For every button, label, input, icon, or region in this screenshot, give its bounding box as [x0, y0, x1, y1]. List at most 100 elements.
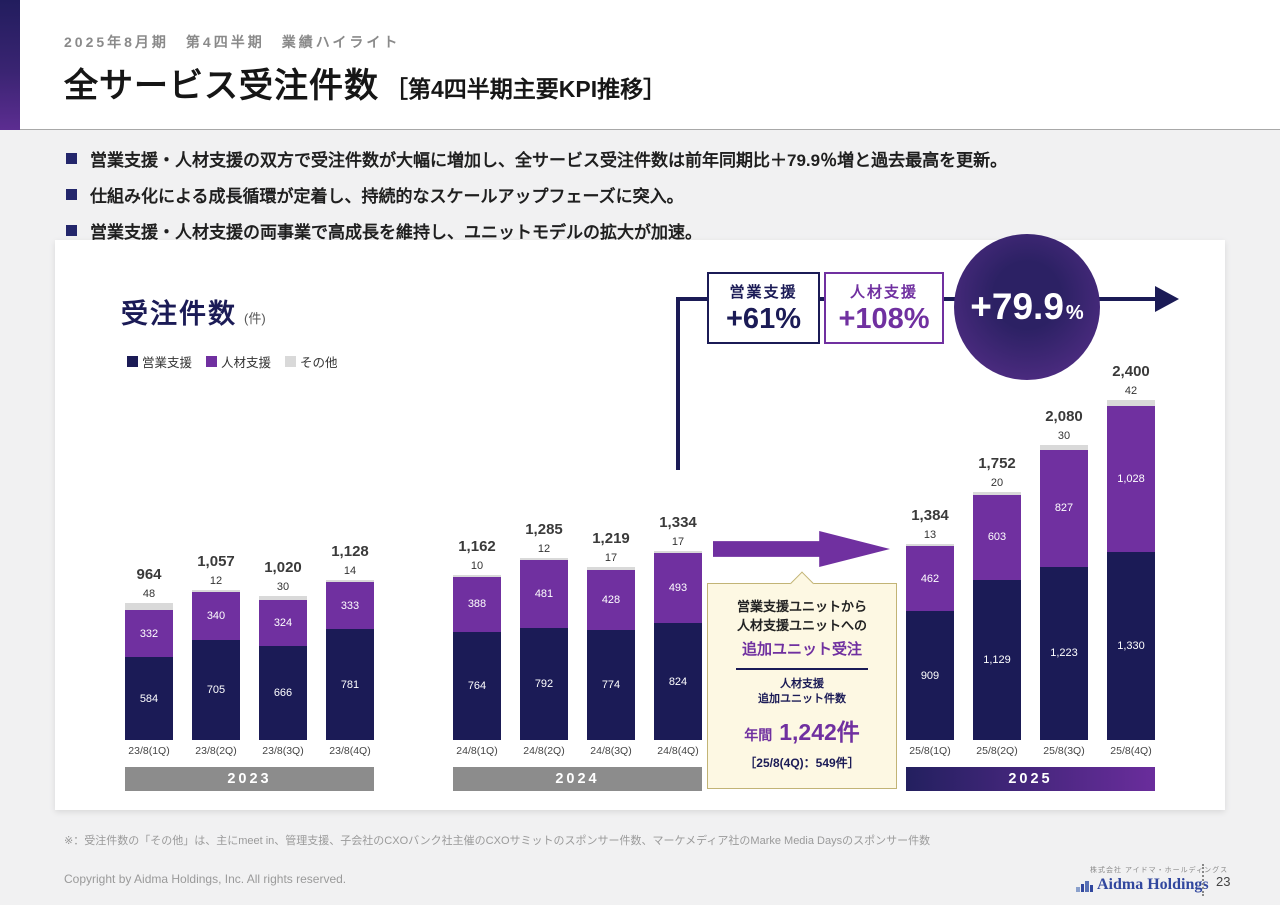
copyright-text: Copyright by Aidma Holdings, Inc. All ri…	[64, 872, 347, 886]
year-band-2023: 2023	[125, 767, 374, 791]
bar-segment-hr: 603	[973, 494, 1021, 581]
bar-segment-sales: 774	[587, 630, 635, 740]
chart-legend: 営業支援 人材支援 その他	[127, 352, 338, 371]
annotation-sub1: 人材支援	[780, 678, 824, 690]
legend-label: 営業支援	[142, 356, 193, 370]
bar-segment-sales: 1,223	[1040, 566, 1088, 740]
bar-23/8(4Q): 1,128 14 333 781 23/8(4Q)	[326, 543, 374, 758]
x-axis-label: 23/8(1Q)	[128, 745, 170, 757]
x-axis-label: 24/8(4Q)	[657, 745, 699, 757]
bar-other-value-label: 17	[604, 552, 618, 565]
x-axis-label: 23/8(4Q)	[329, 745, 371, 757]
company-logo-small-text: 株式会社 アイドマ・ホールディングス	[1090, 867, 1229, 874]
bar-group-2023: 964 48 332 584 23/8(1Q) 1,057 12 340 705 23/8(2Q)…	[125, 543, 374, 758]
bar-other-value-label: 12	[537, 542, 551, 555]
company-logo-row: Aidma Holdings	[1076, 876, 1209, 894]
bar-segment-hr: 428	[587, 569, 635, 631]
bar-segment-other	[654, 551, 702, 554]
bar-total-label: 2,400	[1112, 363, 1150, 381]
bar-total-label: 964	[136, 566, 162, 584]
summary-bullets: 営業支援・人材支援の双方で受注件数が大幅に増加し、全サービス受注件数は前年同期比…	[66, 146, 1007, 254]
bar-other-value-label: 30	[276, 580, 290, 593]
company-logo: 株式会社 アイドマ・ホールディングス Aidma Holdings	[1076, 865, 1228, 894]
bullet-item: 仕組み化による成長循環が定着し、持続的なスケールアップフェーズに突入。	[66, 182, 1007, 207]
bar-segment-sales: 781	[326, 629, 374, 740]
legend-label: 人材支援	[221, 356, 272, 370]
total-growth-suffix: %	[1065, 301, 1084, 324]
x-axis-label: 24/8(3Q)	[590, 745, 632, 757]
bar-segment-hr: 827	[1040, 449, 1088, 567]
chart-title: 受注件数	[121, 299, 237, 329]
x-axis-label: 25/8(4Q)	[1110, 745, 1152, 757]
bar-other-value-label: 42	[1124, 385, 1138, 398]
eyebrow-text: 2025年8月期 第4四半期 業績ハイライト	[64, 34, 401, 50]
callout-hr-value: +108%	[838, 302, 930, 335]
bar-segment-hr: 1,028	[1107, 405, 1155, 552]
header: 2025年8月期 第4四半期 業績ハイライト 全サービス受注件数 ［第4四半期主…	[0, 0, 1280, 130]
footnote: ※：受注件数の「その他」は、主にmeet in、管理支援、子会社のCXOバンク社…	[64, 835, 931, 847]
bar-segment-hr: 324	[259, 599, 307, 646]
callout-hr-growth: 人材支援 +108%	[824, 272, 944, 344]
bar-25/8(3Q): 2,080 30 827 1,223 25/8(3Q)	[1040, 408, 1088, 758]
legend-swatch-icon	[127, 356, 138, 367]
bar-other-value-label: 10	[470, 559, 484, 572]
bar-24/8(4Q): 1,334 17 493 824 24/8(4Q)	[654, 514, 702, 758]
bar-segment-sales: 1,129	[973, 580, 1021, 740]
bar-other-value-label: 12	[209, 574, 223, 587]
bar-total-label: 1,285	[525, 520, 563, 538]
bar-segment-other	[587, 567, 635, 570]
bar-other-value-label: 48	[142, 588, 156, 601]
bar-23/8(3Q): 1,020 30 324 666 23/8(3Q)	[259, 559, 307, 758]
x-axis-label: 25/8(3Q)	[1043, 745, 1085, 757]
bar-24/8(3Q): 1,219 17 428 774 24/8(3Q)	[587, 530, 635, 758]
bar-segment-other	[192, 589, 240, 592]
year-band-2024: 2024	[453, 767, 702, 791]
bar-total-label: 1,020	[264, 558, 302, 576]
annotation-line1: 営業支援ユニットから	[736, 599, 867, 614]
bar-other-value-label: 20	[990, 476, 1004, 489]
page-title-main: 全サービス受注件数	[64, 67, 379, 105]
annotation-q4-value: ［25/8(4Q)：549件］	[744, 756, 860, 770]
annotation-sub2: 追加ユニット件数	[758, 693, 846, 705]
bar-25/8(1Q): 1,384 13 462 909 25/8(1Q)	[906, 507, 954, 758]
callout-sales-label: 営業支援	[729, 283, 798, 301]
connector-vertical-line	[676, 297, 680, 470]
page-number: 23	[1216, 874, 1231, 889]
bar-segment-hr: 388	[453, 576, 501, 632]
x-axis-label: 25/8(2Q)	[976, 745, 1018, 757]
chart-unit: (件)	[244, 311, 266, 326]
x-axis-label: 23/8(3Q)	[262, 745, 304, 757]
bar-segment-hr: 493	[654, 553, 702, 624]
bullet-square-icon	[66, 153, 77, 164]
legend-item-other: その他	[285, 352, 338, 371]
bar-24/8(2Q): 1,285 12 481 792 24/8(2Q)	[520, 521, 568, 758]
bar-segment-sales: 824	[654, 623, 702, 740]
bar-segment-other	[125, 603, 173, 611]
bar-total-label: 1,219	[592, 530, 630, 548]
bar-segment-hr: 340	[192, 591, 240, 641]
bar-segment-hr: 462	[906, 545, 954, 612]
bar-total-label: 1,162	[458, 537, 496, 555]
year-band-2025: 2025	[906, 767, 1155, 791]
bar-segment-sales: 909	[906, 611, 954, 740]
bar-total-label: 1,752	[978, 454, 1016, 472]
header-accent-bar	[0, 0, 20, 130]
bar-segment-sales: 1,330	[1107, 551, 1155, 740]
bar-segment-sales: 584	[125, 657, 173, 740]
legend-swatch-icon	[206, 356, 218, 367]
annotation-annual-value: 1,242件	[779, 719, 860, 745]
bar-segment-other	[1107, 400, 1155, 406]
callout-hr-label: 人材支援	[849, 283, 918, 301]
bar-24/8(1Q): 1,162 10 388 764 24/8(1Q)	[453, 538, 501, 758]
bar-segment-other	[259, 595, 307, 600]
bar-total-label: 1,128	[331, 543, 369, 561]
bar-23/8(2Q): 1,057 12 340 705 23/8(2Q)	[192, 553, 240, 758]
bar-total-label: 1,384	[911, 506, 949, 524]
bar-segment-hr: 332	[125, 610, 173, 658]
callout-sales-growth: 営業支援 +61%	[707, 272, 820, 344]
bar-group-2025: 1,384 13 462 909 25/8(1Q) 1,752 20 603 1,129 25/8…	[906, 363, 1155, 758]
annotation-annual: 年間 1,242件	[708, 713, 896, 747]
chart-card: 964 48 332 584 23/8(1Q) 1,057 12 340 705 23/8(2Q)…	[55, 234, 1225, 810]
annotation-line3: 追加ユニット受注	[741, 641, 862, 658]
